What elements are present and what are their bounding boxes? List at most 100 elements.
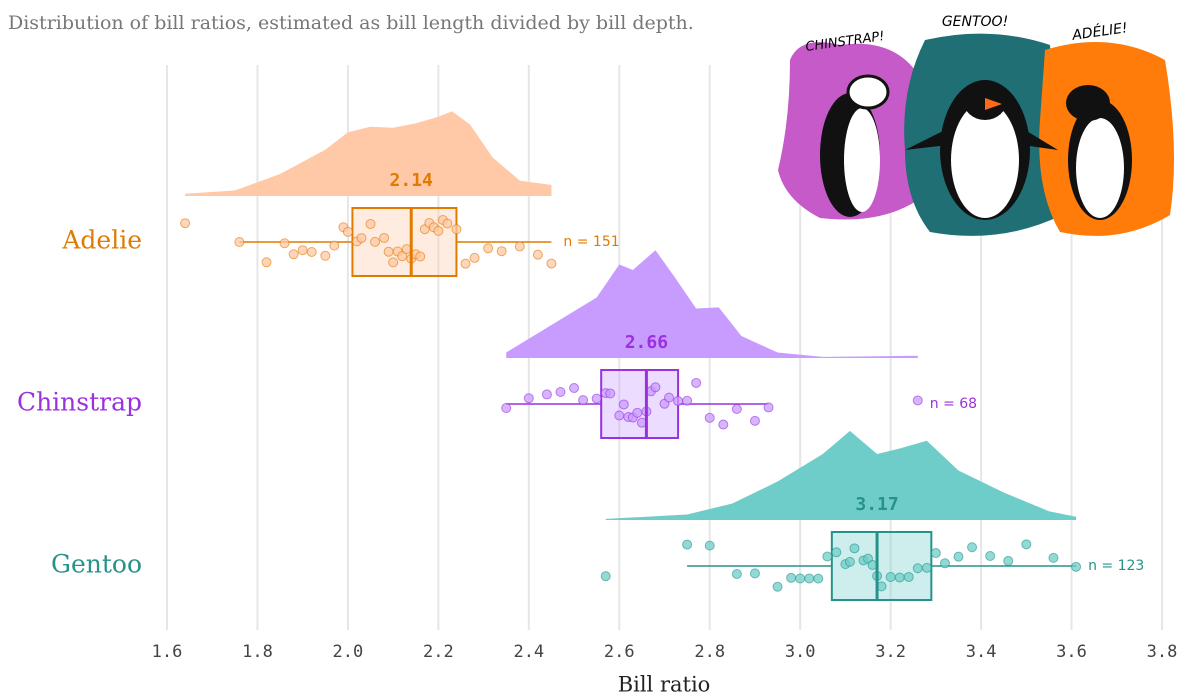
gentoo-flippers (905, 130, 1058, 150)
gentoo-belly (951, 102, 1019, 218)
point (813, 573, 824, 584)
x-tick-label: 3.0 (785, 642, 816, 662)
point (496, 246, 507, 257)
x-tick-label: 1.8 (242, 642, 273, 662)
density (506, 250, 918, 358)
point (234, 237, 245, 247)
point (930, 548, 941, 559)
point (451, 224, 462, 235)
point (664, 392, 675, 403)
point (749, 568, 760, 579)
point (388, 257, 399, 268)
point (379, 232, 390, 243)
point (365, 218, 376, 229)
point (912, 395, 923, 406)
point (731, 404, 742, 415)
point (306, 246, 317, 257)
point (618, 399, 629, 410)
illustration-label: ADÉLIE! (1070, 19, 1128, 44)
point (894, 572, 905, 583)
point (731, 569, 742, 580)
point (691, 377, 702, 388)
point (383, 246, 394, 257)
chinstrap-head (846, 74, 890, 110)
chinstrap-belly (844, 108, 880, 212)
point (469, 252, 480, 263)
point (844, 556, 855, 567)
point (1021, 539, 1032, 550)
point (614, 410, 625, 421)
point (514, 241, 525, 252)
point (763, 402, 774, 413)
x-tick-label: 3.2 (875, 642, 906, 662)
point (329, 240, 340, 251)
point (320, 250, 331, 261)
point (772, 581, 783, 592)
median-label: 3.17 (855, 494, 898, 515)
point (501, 403, 512, 414)
point (831, 547, 842, 558)
point (967, 542, 978, 553)
y-tick-label: Adelie (61, 226, 142, 255)
x-tick-label: 3.8 (1147, 642, 1178, 662)
point (704, 412, 715, 423)
point (822, 551, 833, 562)
point (682, 539, 693, 550)
point (288, 249, 299, 260)
point (939, 558, 950, 569)
point (804, 573, 815, 584)
y-tick-label: Chinstrap (17, 388, 142, 417)
point (541, 389, 552, 400)
point (885, 572, 896, 583)
point (342, 226, 353, 237)
point (279, 238, 290, 249)
point (433, 225, 444, 236)
x-tick-label: 2.6 (604, 642, 635, 662)
point (912, 563, 923, 574)
point (985, 550, 996, 561)
x-tick-label: 2.4 (513, 642, 544, 662)
n-label: n = 68 (930, 396, 977, 412)
x-tick-label: 2.8 (694, 642, 725, 662)
x-tick-label: 2.0 (333, 642, 364, 662)
point (632, 407, 643, 418)
adelie-head (1066, 85, 1110, 121)
point (569, 382, 580, 393)
point (903, 571, 914, 582)
median-label: 2.14 (390, 170, 434, 191)
point (578, 395, 589, 406)
point (749, 415, 760, 426)
point (591, 393, 602, 404)
point (1048, 552, 1059, 563)
point (605, 388, 616, 399)
point (546, 258, 557, 269)
point (180, 218, 191, 229)
point (297, 245, 308, 256)
y-tick-label: Gentoo (51, 550, 142, 579)
point (673, 396, 684, 407)
point (555, 387, 566, 398)
n-label: n = 123 (1088, 558, 1144, 574)
point (356, 233, 367, 244)
x-tick-label: 2.2 (423, 642, 454, 662)
point (532, 249, 543, 260)
illustration-label: GENTOO! (942, 14, 1008, 30)
density (605, 430, 1077, 520)
x-tick-label: 3.6 (1056, 642, 1087, 662)
point (370, 236, 381, 247)
point (483, 243, 494, 254)
gentoo-beak (985, 98, 1002, 110)
point (1003, 555, 1014, 566)
point (795, 573, 806, 584)
point (600, 571, 611, 582)
x-tick-label: 3.4 (966, 642, 997, 662)
median-label: 2.66 (625, 332, 668, 353)
adelie-belly (1076, 118, 1124, 218)
density (185, 111, 552, 196)
point (704, 540, 715, 551)
point (460, 258, 471, 269)
point (718, 419, 729, 430)
point (849, 543, 860, 554)
point (786, 572, 797, 583)
